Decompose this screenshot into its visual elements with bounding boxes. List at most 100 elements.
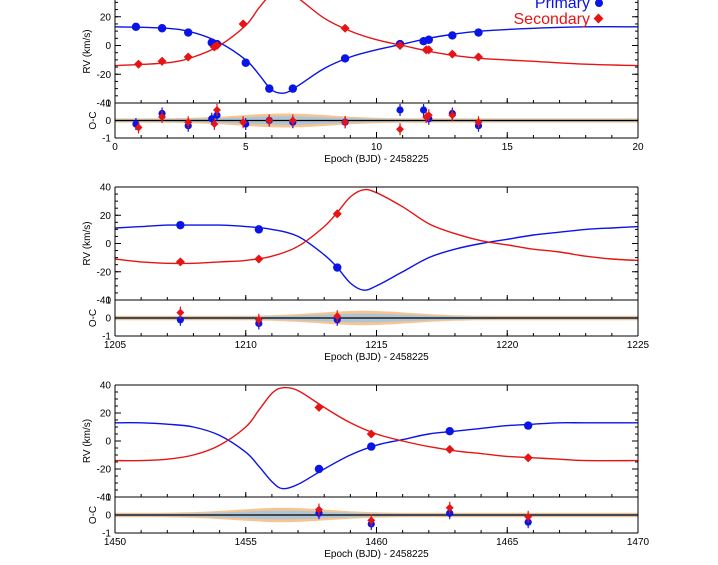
y-tick-label: 20: [100, 12, 112, 23]
y-tick-label: 20: [100, 211, 112, 222]
secondary-point: [445, 444, 455, 454]
x-axis-title: Epoch (BJD) - 2458225: [324, 352, 429, 363]
y-tick-label: -20: [97, 70, 112, 81]
x-tick-label: 20: [632, 142, 644, 153]
y-tick-label: -40: [97, 99, 112, 110]
secondary-point: [238, 19, 248, 29]
y-tick-label: -40: [97, 296, 112, 307]
y-tick-label: 0: [105, 437, 111, 448]
primary-point: [523, 421, 533, 430]
secondary-resid-point: [445, 503, 454, 512]
secondary-point: [424, 45, 434, 55]
primary-point: [314, 464, 324, 474]
resid-y-tick-label: 1: [105, 296, 111, 307]
x-tick-label: 1460: [365, 537, 388, 548]
residual-panel: [115, 306, 638, 330]
residual-panel: [115, 501, 638, 530]
legend: Primary Secondary: [514, 0, 604, 28]
ticks: -40 -20 0 20 40 -1 0 1 1450 1455 1460 1465 1470: [97, 381, 650, 549]
secondary-point: [212, 40, 222, 51]
legend-secondary-marker: [593, 13, 604, 24]
secondary-point: [332, 209, 342, 219]
x-tick-label: 1470: [627, 537, 650, 548]
secondary-point: [134, 59, 144, 69]
x-tick-label: 0: [112, 142, 118, 153]
residual-panel: [115, 104, 638, 136]
x-tick-label: 1205: [104, 340, 127, 351]
primary-point: [448, 31, 457, 40]
resid-y-tick-label: -1: [102, 134, 111, 145]
primary-resid-point: [419, 106, 428, 114]
x-tick-label: 5: [243, 142, 249, 153]
secondary-point: [157, 56, 167, 66]
y-tick-label: 40: [100, 183, 112, 194]
primary-resid-point: [396, 106, 404, 114]
panel-bottom: -40 -20 0 20 40 -1 0 1 1450 1455 1460 1465 1470 Epoch…: [82, 381, 650, 561]
y-tick-label: 40: [100, 381, 112, 392]
model-primary-line: [115, 422, 638, 490]
resid-axis-title: O-C: [88, 506, 99, 524]
y-tick-label: 0: [105, 239, 111, 250]
primary-point: [445, 427, 454, 436]
secondary-resid-point: [315, 505, 323, 514]
y-tick-label: -20: [97, 267, 112, 278]
model-primary-line: [115, 26, 638, 94]
resid-axis-title: O-C: [88, 111, 99, 129]
x-tick-label: 1220: [496, 340, 519, 351]
secondary-point: [254, 254, 264, 264]
resid-axis-title: O-C: [88, 309, 99, 327]
secondary-resid-point: [239, 118, 248, 127]
primary-resid-point: [208, 115, 216, 123]
secondary-point: [523, 453, 533, 463]
y-tick-label: 20: [100, 409, 112, 420]
secondary-resid-point: [210, 120, 219, 128]
x-tick-label: 1450: [104, 537, 127, 548]
resid-y-tick-label: 0: [105, 511, 111, 522]
secondary-resid-point: [333, 312, 342, 321]
primary-point: [241, 58, 250, 67]
secondary-point: [447, 49, 457, 59]
secondary-point: [340, 23, 350, 33]
y-axis-title: RV (km/s): [82, 221, 93, 265]
primary-point: [340, 54, 350, 63]
data-points: [314, 402, 533, 474]
x-tick-label: 1225: [627, 340, 650, 351]
x-tick-label: 1455: [235, 537, 258, 548]
x-axis-title: Epoch (BJD) - 2458225: [324, 549, 429, 560]
primary-resid-point: [176, 316, 184, 324]
legend-primary-label: Primary: [535, 0, 590, 12]
secondary-resid-point: [396, 125, 404, 134]
resid-y-tick-label: 0: [105, 314, 111, 325]
legend-primary-marker: [595, 0, 603, 7]
model-secondary-line: [115, 386, 638, 462]
primary-point: [474, 28, 483, 37]
primary-point: [254, 225, 264, 234]
y-tick-label: 0: [105, 41, 111, 52]
resid-y-tick-label: 1: [105, 99, 111, 110]
data-points: [131, 19, 484, 93]
model-curves: [115, 386, 638, 490]
legend-secondary-label: Secondary: [514, 11, 591, 28]
secondary-resid-point: [254, 315, 263, 324]
secondary-point: [473, 52, 484, 62]
x-tick-label: 1465: [496, 537, 519, 548]
ticks: -40 -20 0 20 40 -1 0 1 1205 1210 1215 1220 1225: [97, 183, 650, 352]
panel-middle: -40 -20 0 20 40 -1 0 1 1205 1210 1215 1220 1225 Epoch…: [82, 183, 650, 364]
model-curves: [115, 188, 638, 291]
y-tick-label: -40: [97, 493, 112, 504]
resid-y-tick-label: -1: [102, 332, 111, 343]
x-axis-title: Epoch (BJD) - 2458225: [324, 154, 429, 165]
primary-point: [157, 24, 167, 33]
resid-y-tick-label: 0: [105, 116, 111, 127]
y-tick-label: -20: [97, 465, 112, 476]
primary-point: [131, 22, 141, 32]
resid-y-tick-label: 1: [105, 493, 111, 504]
resid-y-tick-label: -1: [102, 529, 111, 540]
secondary-point: [183, 52, 193, 62]
x-tick-label: 1215: [365, 340, 388, 351]
secondary-resid-point: [176, 308, 185, 317]
secondary-resid-point: [367, 516, 376, 525]
model-secondary-line: [115, 188, 638, 265]
